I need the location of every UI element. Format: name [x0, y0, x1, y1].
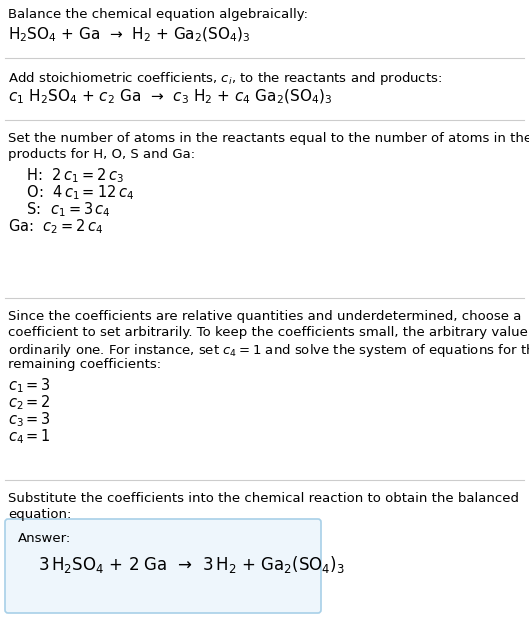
Text: Set the number of atoms in the reactants equal to the number of atoms in the: Set the number of atoms in the reactants…: [8, 132, 529, 145]
Text: Answer:: Answer:: [18, 532, 71, 545]
Text: $\mathregular{H_2SO_4}$ + Ga  →  $\mathregular{H_2}$ + $\mathregular{Ga_2(SO_4)_: $\mathregular{H_2SO_4}$ + Ga → $\mathreg…: [8, 26, 251, 45]
Text: $c_1 = 3$: $c_1 = 3$: [8, 376, 51, 395]
Text: ordinarily one. For instance, set $c_4 = 1$ and solve the system of equations fo: ordinarily one. For instance, set $c_4 =…: [8, 342, 529, 359]
Text: $c_3 = 3$: $c_3 = 3$: [8, 410, 51, 429]
Text: Add stoichiometric coefficients, $\mathit{c}_i$, to the reactants and products:: Add stoichiometric coefficients, $\mathi…: [8, 70, 442, 87]
FancyBboxPatch shape: [5, 519, 321, 613]
Text: coefficient to set arbitrarily. To keep the coefficients small, the arbitrary va: coefficient to set arbitrarily. To keep …: [8, 326, 529, 339]
Text: equation:: equation:: [8, 508, 71, 521]
Text: Since the coefficients are relative quantities and underdetermined, choose a: Since the coefficients are relative quan…: [8, 310, 522, 323]
Text: H:  $2\,c_1 = 2\,c_3$: H: $2\,c_1 = 2\,c_3$: [22, 166, 124, 185]
Text: O:  $4\,c_1 = 12\,c_4$: O: $4\,c_1 = 12\,c_4$: [22, 183, 134, 202]
Text: Ga:  $c_2 = 2\,c_4$: Ga: $c_2 = 2\,c_4$: [8, 217, 103, 236]
Text: products for H, O, S and Ga:: products for H, O, S and Ga:: [8, 148, 195, 161]
Text: $3\,\mathregular{H_2SO_4}$ + 2 Ga  →  $3\,\mathregular{H_2}$ + $\mathregular{Ga_: $3\,\mathregular{H_2SO_4}$ + 2 Ga → $3\,…: [38, 554, 345, 575]
Text: Substitute the coefficients into the chemical reaction to obtain the balanced: Substitute the coefficients into the che…: [8, 492, 519, 505]
Text: $c_1$ $\mathregular{H_2SO_4}$ + $c_2$ Ga  →  $c_3$ $\mathregular{H_2}$ + $c_4$ $: $c_1$ $\mathregular{H_2SO_4}$ + $c_2$ Ga…: [8, 88, 333, 107]
Text: S:  $c_1 = 3\,c_4$: S: $c_1 = 3\,c_4$: [22, 200, 111, 219]
Text: $c_2 = 2$: $c_2 = 2$: [8, 393, 51, 412]
Text: remaining coefficients:: remaining coefficients:: [8, 358, 161, 371]
Text: $c_4 = 1$: $c_4 = 1$: [8, 427, 51, 446]
Text: Balance the chemical equation algebraically:: Balance the chemical equation algebraica…: [8, 8, 308, 21]
